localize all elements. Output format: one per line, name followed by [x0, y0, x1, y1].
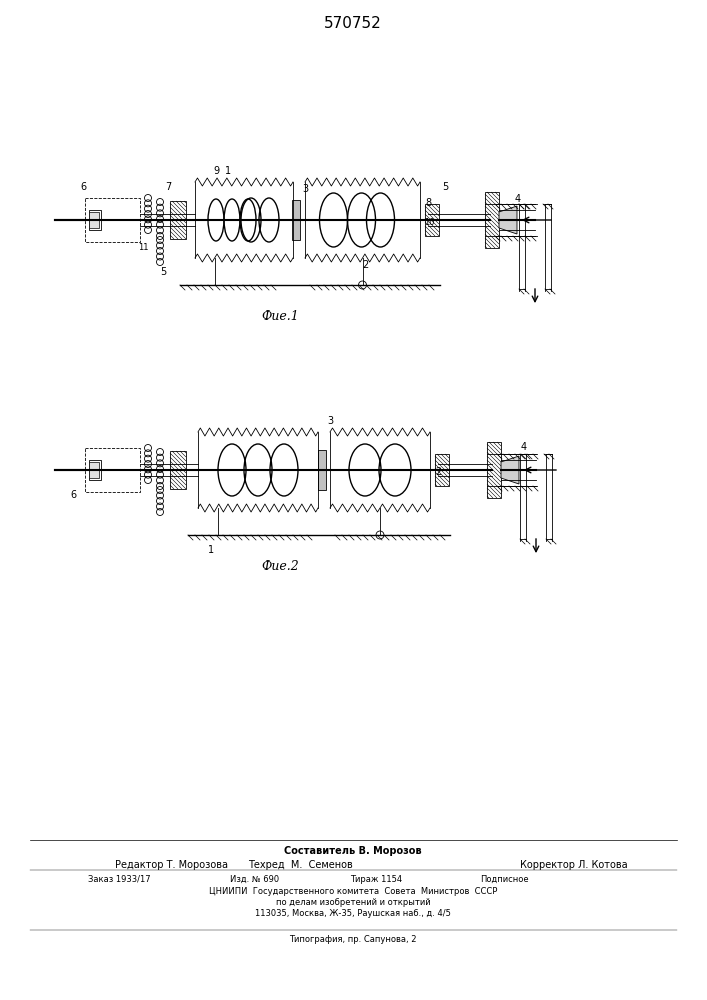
Text: 3: 3	[327, 416, 333, 426]
Text: 1: 1	[225, 166, 231, 176]
Text: 3: 3	[302, 184, 308, 194]
Text: 5: 5	[160, 267, 166, 277]
Bar	[85, 198, 140, 242]
Bar	[89, 210, 101, 230]
Bar	[425, 204, 439, 236]
Text: 2: 2	[363, 260, 369, 270]
Text: Типография, пр. Сапунова, 2: Типография, пр. Сапунова, 2	[289, 935, 416, 944]
Bar	[89, 460, 101, 480]
Text: Подписное: Подписное	[480, 875, 529, 884]
Polygon shape	[501, 456, 519, 484]
Text: Редактор Т. Морозова: Редактор Т. Морозова	[115, 860, 228, 870]
Text: 4: 4	[521, 442, 527, 452]
Bar	[292, 200, 300, 240]
Bar	[487, 442, 501, 498]
Text: 1: 1	[208, 545, 214, 555]
Text: 10: 10	[424, 218, 435, 227]
Text: 7: 7	[165, 182, 171, 192]
Text: Корректор Л. Котова: Корректор Л. Котова	[520, 860, 628, 870]
Text: по делам изобретений и открытий: по делам изобретений и открытий	[276, 898, 431, 907]
Bar	[89, 462, 99, 478]
Text: 2: 2	[435, 467, 441, 477]
Bar	[85, 448, 140, 492]
Bar	[485, 192, 499, 248]
Text: 11: 11	[138, 243, 148, 252]
Text: 9: 9	[213, 166, 219, 176]
Text: Тираж 1154: Тираж 1154	[350, 875, 402, 884]
Text: 113035, Москва, Ж-35, Раушская наб., д. 4/5: 113035, Москва, Ж-35, Раушская наб., д. …	[255, 909, 451, 918]
Text: 6: 6	[80, 182, 86, 192]
Text: 6: 6	[70, 490, 76, 500]
Bar	[170, 201, 186, 239]
Text: Фие.2: Фие.2	[261, 560, 299, 573]
Text: 5: 5	[442, 182, 448, 192]
Text: 570752: 570752	[324, 16, 382, 31]
Text: Изд. № 690: Изд. № 690	[230, 875, 279, 884]
Text: 4: 4	[515, 194, 521, 204]
Text: Составитель В. Морозов: Составитель В. Морозов	[284, 846, 422, 856]
Bar	[170, 451, 186, 489]
Text: 8: 8	[425, 198, 431, 208]
Bar	[89, 212, 99, 228]
Text: Фие.1: Фие.1	[261, 310, 299, 323]
Bar	[435, 454, 449, 486]
Text: ЦНИИПИ  Государственного комитета  Совета  Министров  СССР: ЦНИИПИ Государственного комитета Совета …	[209, 887, 497, 896]
Text: Заказ 1933/17: Заказ 1933/17	[88, 875, 151, 884]
Bar	[318, 450, 326, 490]
Polygon shape	[499, 206, 517, 234]
Text: Техред  М.  Семенов: Техред М. Семенов	[247, 860, 352, 870]
